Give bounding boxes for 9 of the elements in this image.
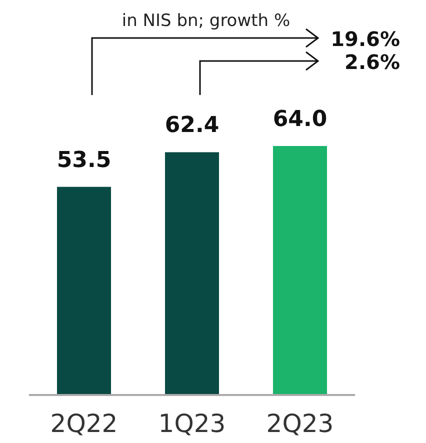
x-tick-label: 2Q22 (50, 409, 118, 438)
data-label: 64.0 (272, 107, 328, 132)
chart-subtitle: in NIS bn; growth % (122, 11, 290, 31)
text: 2.6% (344, 50, 400, 74)
text: 19.6% (330, 27, 400, 51)
x-tick-label: 2Q23 (266, 409, 334, 438)
x-tick-label: 1Q23 (158, 409, 226, 438)
data-label: 62.4 (164, 113, 220, 138)
data-label: 53.5 (56, 148, 112, 173)
